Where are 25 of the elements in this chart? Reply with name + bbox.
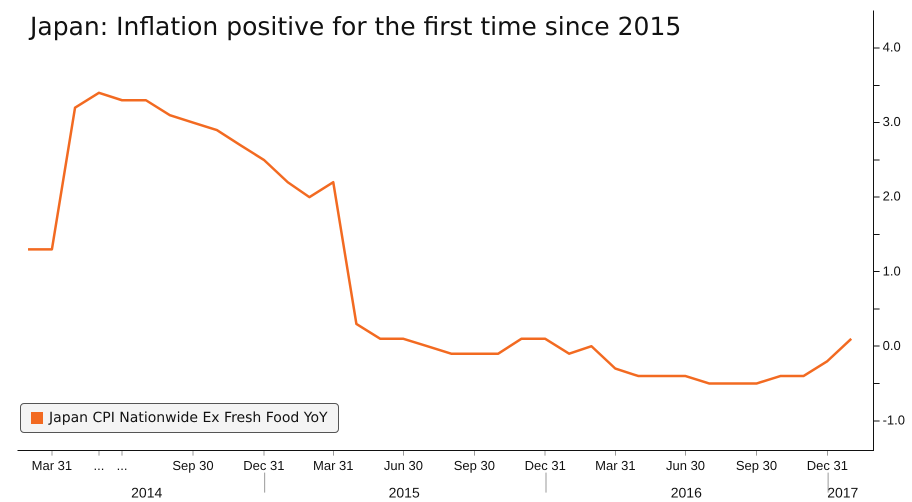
x-tick-label: Sep 30 xyxy=(736,458,778,473)
y-tick-label: 2.0 xyxy=(882,188,901,204)
x-tick-label: Mar 31 xyxy=(32,458,72,473)
y-tick-label: 1.0 xyxy=(882,263,901,278)
x-tick-label: Dec 31 xyxy=(243,458,284,473)
x-tick-label: Jun 30 xyxy=(666,458,706,473)
y-tick-label: 3.0 xyxy=(882,114,901,130)
x2-tick-label: 2014 xyxy=(131,484,163,500)
y-tick-label: -1.0 xyxy=(882,412,906,428)
x-tick-label: Mar 31 xyxy=(313,458,354,473)
x-tick-label: Dec 31 xyxy=(524,458,566,473)
x-tick-label: Sep 30 xyxy=(454,458,495,473)
x-tick-label: ... xyxy=(116,458,128,473)
x-tick-label: Jun 30 xyxy=(384,458,423,473)
x2-tick-label: 2016 xyxy=(670,484,702,500)
y-tick-label: 0.0 xyxy=(882,338,901,353)
x2-tick-label: 2017 xyxy=(827,484,859,500)
x-tick-label: Dec 31 xyxy=(806,458,848,473)
x2-tick-label: 2015 xyxy=(388,484,420,500)
chart-title: Japan: Inflation positive for the first time since 2015 xyxy=(30,12,682,41)
legend-label: Japan CPI Nationwide Ex Fresh Food YoY xyxy=(49,410,328,426)
x-tick-label: ... xyxy=(94,458,104,473)
x-tick-label: Sep 30 xyxy=(172,458,214,473)
y-tick-label: 4.0 xyxy=(882,40,901,55)
x-tick-label: Mar 31 xyxy=(595,458,636,473)
